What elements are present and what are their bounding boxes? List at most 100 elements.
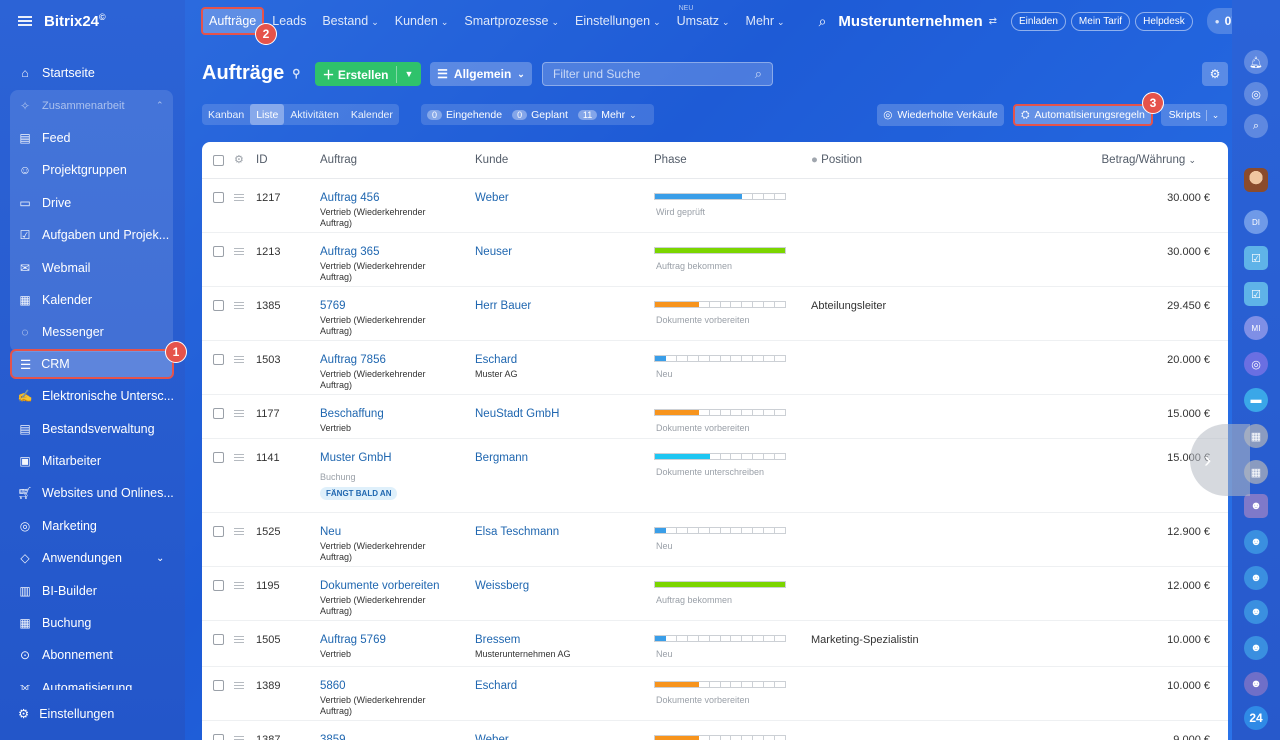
drag-handle-icon[interactable] bbox=[234, 582, 244, 589]
repeat-sales-button[interactable]: ◎ Wiederholte Verkäufe bbox=[877, 104, 1004, 126]
drag-handle-icon[interactable] bbox=[234, 410, 244, 417]
deal-title-link[interactable]: 5769 bbox=[320, 300, 346, 312]
sidebar-item-apps[interactable]: ◇ Anwendungen ⌄ bbox=[0, 542, 185, 574]
drag-handle-icon[interactable] bbox=[234, 636, 244, 643]
contact-icon-5[interactable]: ☻ bbox=[1244, 636, 1268, 660]
row-checkbox[interactable] bbox=[213, 634, 224, 645]
phase-progress-bar[interactable] bbox=[654, 735, 786, 740]
automation-rules-button[interactable]: ⛭ Automatisierungsregeln bbox=[1013, 104, 1153, 126]
helpdesk-button[interactable]: Helpdesk bbox=[1135, 11, 1193, 31]
contact-icon-3[interactable]: ☻ bbox=[1244, 566, 1268, 590]
client-link[interactable]: Elsa Teschmann bbox=[475, 526, 560, 538]
filter-preset-button[interactable]: ☰ Allgemein ⌄ bbox=[430, 62, 532, 86]
deal-title-link[interactable]: Muster GmbH bbox=[320, 452, 392, 464]
sidebar-item-subscription[interactable]: ⊙ Abonnement bbox=[0, 639, 185, 671]
sidebar-item-esign[interactable]: ✍ Elektronische Untersc... bbox=[0, 380, 185, 412]
pin-icon[interactable]: ⚲ bbox=[292, 68, 301, 80]
row-checkbox[interactable] bbox=[213, 354, 224, 365]
search-icon[interactable]: ⌕ bbox=[754, 66, 762, 81]
tab-0[interactable]: Aufträge bbox=[201, 7, 265, 35]
table-row[interactable]: 1503 Auftrag 7856 Vertrieb (Wiederkehrende… bbox=[202, 341, 1228, 395]
tab-2[interactable]: Bestand ⌄ bbox=[314, 14, 386, 28]
deal-title-link[interactable]: Beschaffung bbox=[320, 408, 384, 420]
deal-title-link[interactable]: Auftrag 456 bbox=[320, 192, 380, 204]
client-link[interactable]: Neuser bbox=[475, 246, 513, 258]
table-row[interactable]: 1525 Neu Vertrieb (Wiederkehrender Auftrag… bbox=[202, 513, 1228, 567]
drag-handle-icon[interactable] bbox=[234, 736, 244, 740]
search-icon[interactable]: ⌕ bbox=[818, 12, 827, 29]
company-name[interactable]: Musterunternehmen bbox=[838, 12, 983, 30]
sidebar-item-messenger[interactable]: ◌ Messenger bbox=[0, 316, 185, 348]
column-id[interactable]: ID bbox=[256, 154, 268, 166]
sidebar-item-feed[interactable]: ▤ Feed bbox=[0, 122, 185, 154]
sidebar-item-employees[interactable]: ▣ Mitarbeiter bbox=[0, 445, 185, 477]
client-link[interactable]: Eschard bbox=[475, 354, 518, 366]
row-checkbox[interactable] bbox=[213, 526, 224, 537]
drag-handle-icon[interactable] bbox=[234, 528, 244, 535]
sidebar-group-header[interactable]: ✧ Zusammenarbeit ⌃ bbox=[0, 89, 185, 121]
sidebar-item-sites[interactable]: 🛒︎ Websites und Onlines... bbox=[0, 477, 185, 509]
scripts-button[interactable]: Skripts ⌄ bbox=[1161, 104, 1227, 126]
phase-progress-bar[interactable] bbox=[654, 527, 786, 534]
contact-icon-6[interactable]: ☻ bbox=[1244, 672, 1268, 696]
row-checkbox[interactable] bbox=[213, 734, 224, 740]
logo[interactable]: Bitrix24© bbox=[44, 12, 106, 30]
table-row[interactable]: 1177 Beschaffung Vertrieb NeuStadt GmbH Doku… bbox=[202, 395, 1228, 439]
table-row[interactable]: 1387 3859 Weber 9.000 € bbox=[202, 721, 1228, 740]
client-link[interactable]: Bressem bbox=[475, 634, 521, 646]
sidebar-item-automation[interactable]: ⟗ Automatisierung bbox=[0, 672, 185, 690]
table-row[interactable]: 1141 Muster GmbH Buchung FÄNGT BALD AN Bergm… bbox=[202, 439, 1228, 513]
sidebar-item-bi-builder[interactable]: ▥ BI-Builder bbox=[0, 574, 185, 606]
client-link[interactable]: Herr Bauer bbox=[475, 300, 532, 312]
phase-progress-bar[interactable] bbox=[654, 193, 786, 200]
deal-title-link[interactable]: 5860 bbox=[320, 680, 346, 692]
sidebar-item-drive[interactable]: ▭ Drive bbox=[0, 187, 185, 219]
copilot-chat-icon[interactable]: ◎ bbox=[1244, 352, 1268, 376]
contact-icon[interactable]: ☻ bbox=[1244, 494, 1268, 518]
chat-bubble-icon[interactable]: ▬ bbox=[1244, 388, 1268, 412]
view-tab-2[interactable]: Aktivitäten bbox=[290, 108, 339, 121]
phase-progress-bar[interactable] bbox=[654, 355, 786, 362]
scroll-right-button[interactable]: › bbox=[1190, 424, 1250, 496]
column-amount[interactable]: Betrag/Währung ⌄ bbox=[1102, 154, 1197, 166]
client-link[interactable]: Weissberg bbox=[475, 580, 530, 592]
contact-icon-2[interactable]: ☻ bbox=[1244, 530, 1268, 554]
column-deal[interactable]: Auftrag bbox=[320, 154, 358, 166]
chevron-down-icon[interactable]: ⌄ bbox=[1205, 109, 1219, 121]
drag-handle-icon[interactable] bbox=[234, 356, 244, 363]
client-link[interactable]: Bergmann bbox=[475, 452, 529, 464]
chat-search-icon[interactable]: ⌕ bbox=[1244, 114, 1268, 138]
phase-progress-bar[interactable] bbox=[654, 681, 786, 688]
create-button-main[interactable]: ＋ Erstellen bbox=[315, 65, 397, 83]
tab-4[interactable]: Smartprozesse ⌄ bbox=[456, 14, 567, 28]
sidebar-item-webmail[interactable]: ✉ Webmail bbox=[0, 251, 185, 283]
contact-icon-4[interactable]: ☻ bbox=[1244, 600, 1268, 624]
tariff-button[interactable]: Mein Tarif bbox=[1070, 11, 1131, 31]
bell-icon[interactable]: 🔔︎ bbox=[1244, 50, 1268, 74]
menu-icon[interactable] bbox=[18, 16, 32, 26]
tab-1[interactable]: Leads bbox=[264, 14, 314, 28]
view-tab-3[interactable]: Kalender bbox=[350, 108, 393, 121]
column-client[interactable]: Kunde bbox=[475, 154, 509, 166]
client-link[interactable]: Weber bbox=[475, 192, 509, 204]
drag-handle-icon[interactable] bbox=[234, 682, 244, 689]
counter-2[interactable]: 11 Mehr ⌄ bbox=[577, 109, 637, 121]
sidebar-item-booking[interactable]: ▦ Buchung bbox=[0, 607, 185, 639]
column-position[interactable]: ● Position bbox=[811, 154, 862, 166]
tab-5[interactable]: Einstellungen ⌄ bbox=[567, 14, 669, 28]
tab-6[interactable]: NEU Umsatz ⌄ bbox=[669, 5, 738, 28]
deal-title-link[interactable]: 3859 bbox=[320, 734, 346, 740]
phase-progress-bar[interactable] bbox=[654, 409, 786, 416]
phase-progress-bar[interactable] bbox=[654, 581, 786, 588]
phase-progress-bar[interactable] bbox=[654, 247, 786, 254]
deal-title-link[interactable]: Neu bbox=[320, 526, 342, 538]
table-row[interactable]: 1213 Auftrag 365 Vertrieb (Wiederkehrender… bbox=[202, 233, 1228, 287]
table-row[interactable]: 1505 Auftrag 5769 Vertrieb Bressem Musterunt… bbox=[202, 621, 1228, 667]
drag-handle-icon[interactable] bbox=[234, 302, 244, 309]
task-check-icon-2[interactable]: ☑ bbox=[1244, 282, 1268, 306]
sidebar-item-workgroups[interactable]: ☺ Projektgruppen bbox=[0, 154, 185, 186]
row-checkbox[interactable] bbox=[213, 192, 224, 203]
chevron-down-icon[interactable]: ▼ bbox=[404, 69, 414, 79]
deal-title-link[interactable]: Auftrag 365 bbox=[320, 246, 380, 258]
chevron-down-icon[interactable]: ⌄ bbox=[156, 552, 165, 564]
